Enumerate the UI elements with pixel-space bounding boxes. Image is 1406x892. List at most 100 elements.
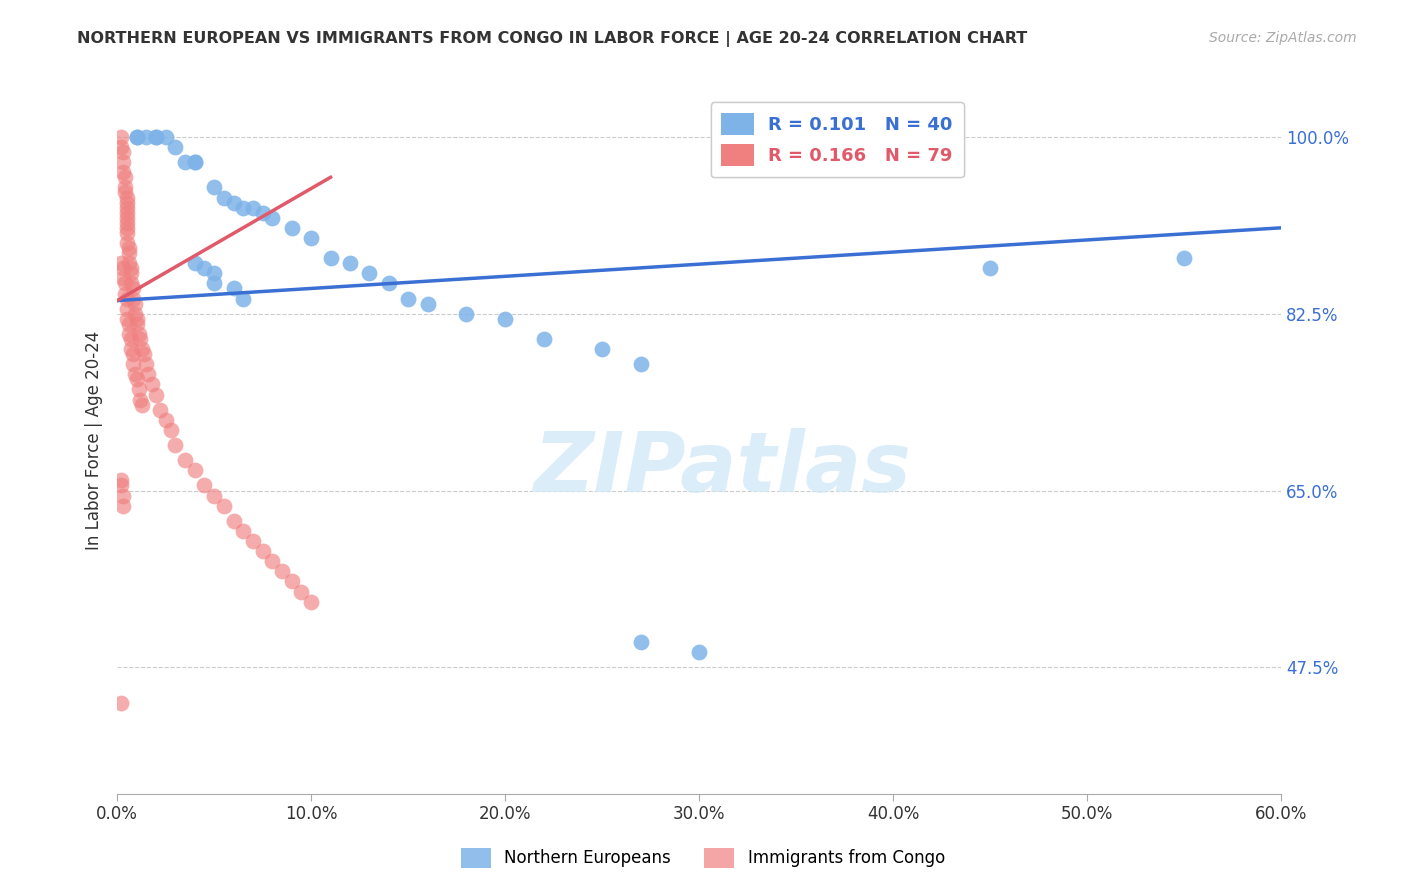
Point	[115, 301, 138, 316]
Point	[202, 277, 225, 291]
Point	[111, 261, 134, 276]
Point	[121, 281, 143, 295]
Point	[128, 326, 150, 341]
Point	[121, 357, 143, 371]
Point	[114, 286, 136, 301]
Point	[115, 235, 138, 250]
Y-axis label: In Labor Force | Age 20-24: In Labor Force | Age 20-24	[86, 330, 103, 549]
Point	[252, 544, 274, 558]
Text: NORTHERN EUROPEAN VS IMMIGRANTS FROM CONGO IN LABOR FORCE | AGE 20-24 CORRELATIO: NORTHERN EUROPEAN VS IMMIGRANTS FROM CON…	[77, 31, 1028, 47]
Point	[120, 342, 142, 356]
Legend: R = 0.101   N = 40, R = 0.166   N = 79: R = 0.101 N = 40, R = 0.166 N = 79	[710, 103, 963, 178]
Point	[202, 266, 225, 280]
Point	[125, 311, 148, 326]
Point	[121, 347, 143, 361]
Point	[281, 574, 304, 589]
Point	[120, 332, 142, 346]
Point	[110, 129, 132, 144]
Point	[290, 584, 312, 599]
Point	[115, 292, 138, 306]
Point	[416, 296, 439, 310]
Point	[1173, 251, 1195, 265]
Point	[262, 554, 284, 568]
Point	[115, 201, 138, 215]
Text: ZIPatlas: ZIPatlas	[533, 428, 911, 508]
Point	[212, 499, 235, 513]
Point	[111, 165, 134, 179]
Point	[118, 256, 141, 270]
Point	[630, 357, 652, 371]
Point	[125, 317, 148, 331]
Point	[110, 478, 132, 492]
Point	[155, 413, 177, 427]
Point	[184, 155, 207, 169]
Point	[111, 145, 134, 159]
Point	[118, 326, 141, 341]
Point	[118, 241, 141, 255]
Point	[135, 357, 157, 371]
Point	[120, 261, 142, 276]
Point	[145, 129, 167, 144]
Point	[396, 292, 419, 306]
Point	[319, 251, 342, 265]
Point	[135, 129, 157, 144]
Point	[160, 423, 183, 437]
Point	[299, 595, 322, 609]
Point	[115, 190, 138, 204]
Point	[184, 256, 207, 270]
Point	[115, 226, 138, 240]
Point	[125, 129, 148, 144]
Point	[222, 195, 245, 210]
Point	[271, 565, 294, 579]
Point	[165, 438, 187, 452]
Point	[591, 342, 613, 356]
Point	[232, 524, 254, 538]
Point	[110, 140, 132, 154]
Point	[184, 463, 207, 477]
Point	[124, 307, 146, 321]
Point	[339, 256, 361, 270]
Point	[115, 195, 138, 210]
Point	[630, 635, 652, 649]
Point	[110, 696, 132, 710]
Point	[688, 645, 710, 659]
Point	[120, 266, 142, 280]
Point	[242, 201, 264, 215]
Point	[115, 216, 138, 230]
Point	[124, 368, 146, 382]
Point	[131, 342, 153, 356]
Point	[222, 281, 245, 295]
Point	[533, 332, 555, 346]
Point	[118, 246, 141, 260]
Point	[174, 453, 197, 467]
Point	[299, 231, 322, 245]
Point	[115, 205, 138, 219]
Point	[155, 129, 177, 144]
Point	[252, 205, 274, 219]
Point	[120, 277, 142, 291]
Point	[128, 383, 150, 397]
Point	[114, 186, 136, 200]
Point	[202, 180, 225, 194]
Point	[131, 398, 153, 412]
Point	[494, 311, 516, 326]
Point	[232, 201, 254, 215]
Point	[110, 474, 132, 488]
Point	[212, 190, 235, 204]
Point	[115, 211, 138, 225]
Point	[184, 155, 207, 169]
Point	[145, 129, 167, 144]
Point	[145, 387, 167, 401]
Point	[125, 372, 148, 386]
Point	[232, 292, 254, 306]
Point	[141, 377, 163, 392]
Point	[359, 266, 381, 280]
Point	[377, 277, 399, 291]
Point	[111, 489, 134, 503]
Point	[110, 256, 132, 270]
Point	[121, 292, 143, 306]
Point	[114, 180, 136, 194]
Point	[114, 277, 136, 291]
Point	[193, 261, 215, 276]
Point	[193, 478, 215, 492]
